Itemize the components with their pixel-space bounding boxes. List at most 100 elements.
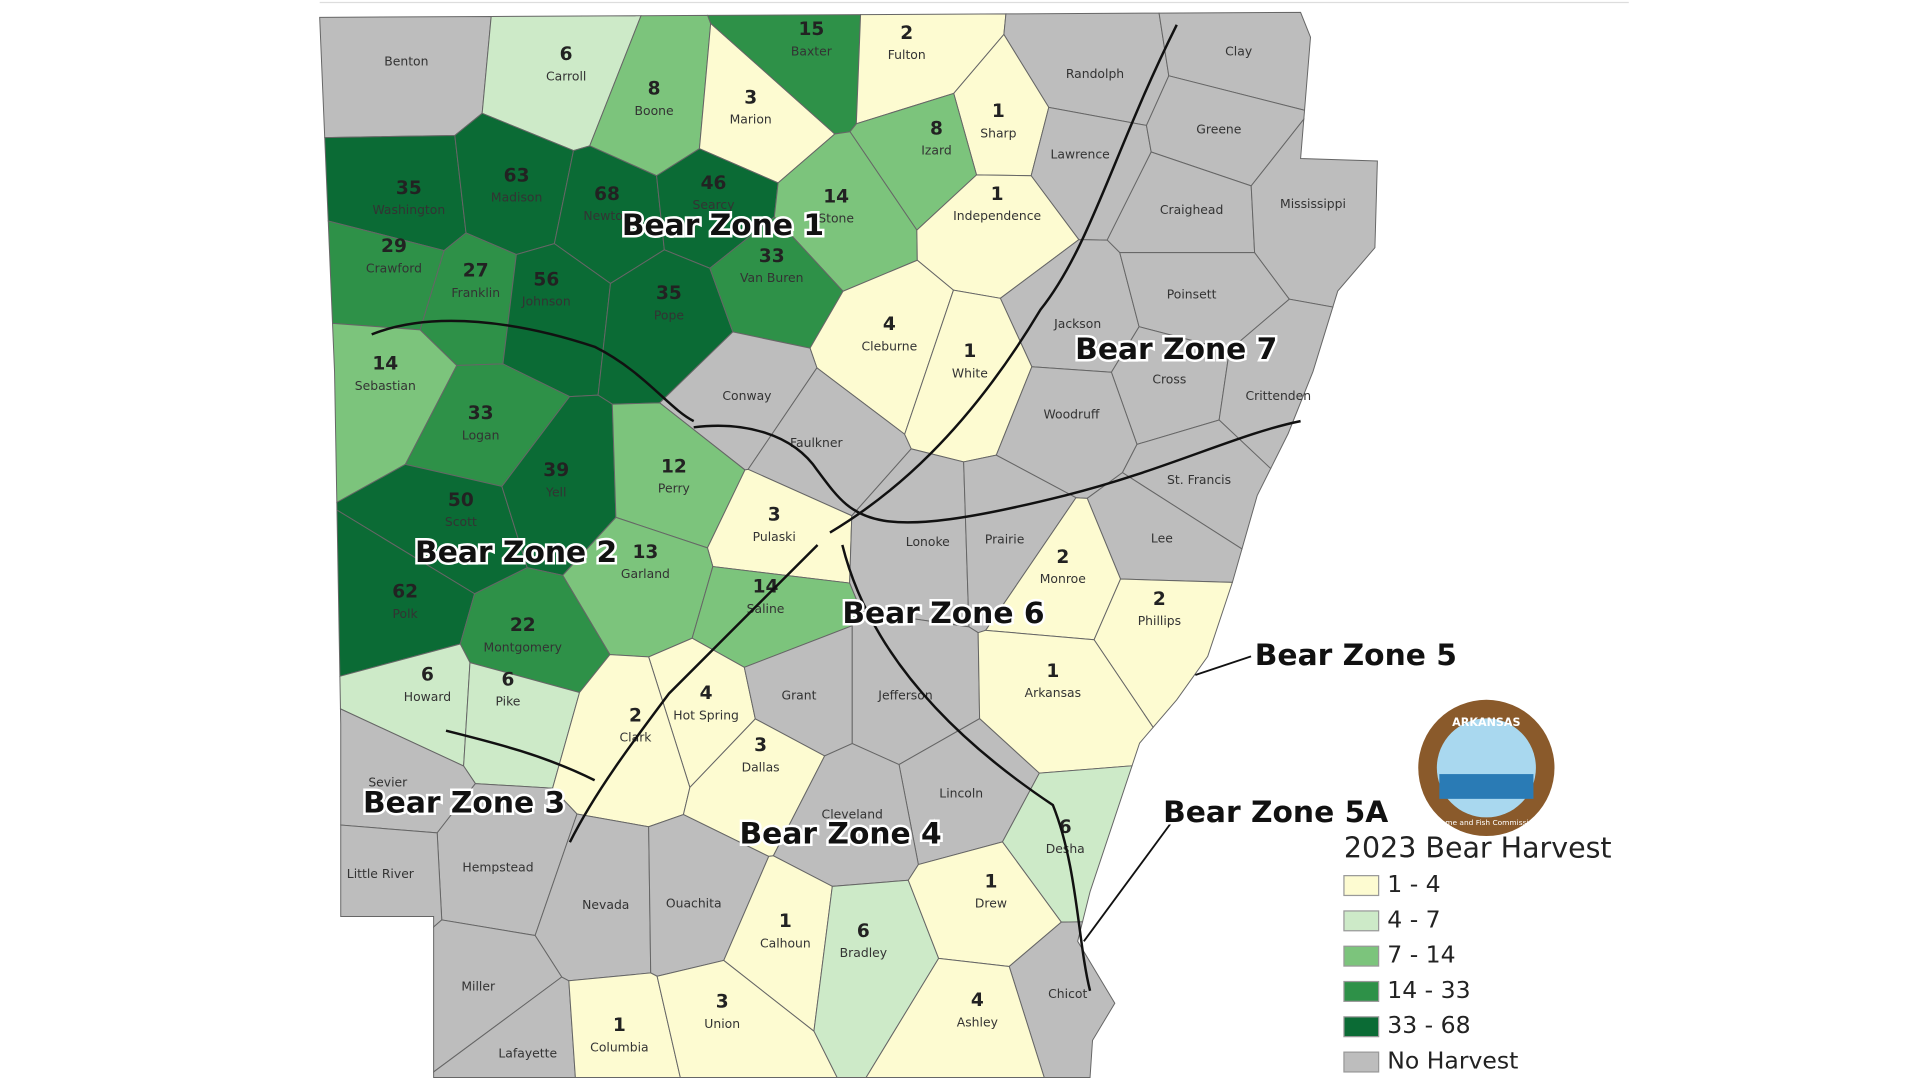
- county-harvest: 35: [396, 178, 422, 199]
- county-name: Arkansas: [1025, 686, 1081, 700]
- county-name: Conway: [722, 389, 771, 403]
- county-harvest: 22: [510, 615, 536, 636]
- counties: Benton Carroll 6 Boone 8 Marion 3 Baxter 15 Fulto…: [319, 11, 1378, 1079]
- county-harvest: 3: [768, 505, 781, 526]
- county-name: Madison: [491, 191, 542, 205]
- logo-bottom: Game and Fish Commission: [1435, 818, 1538, 827]
- county-name: Lonoke: [906, 535, 950, 549]
- county-name: Lafayette: [498, 1046, 557, 1060]
- county-name: Newton: [583, 209, 630, 223]
- county-harvest: 8: [930, 118, 943, 139]
- county-name: Cleburne: [862, 339, 918, 353]
- county-name: Logan: [462, 428, 500, 442]
- county-harvest: 3: [754, 735, 767, 756]
- logo-center: [1436, 718, 1536, 818]
- county-name: Pope: [654, 308, 684, 322]
- county-name: Chicot: [1048, 987, 1087, 1001]
- county-name: Monroe: [1040, 572, 1086, 586]
- legend-swatch: [1343, 910, 1380, 932]
- legend-label: 7 - 14: [1387, 941, 1455, 969]
- county-name: Pike: [495, 695, 520, 709]
- county-name: Garland: [621, 567, 670, 581]
- legend-label: 14 - 33: [1387, 976, 1470, 1004]
- county-name: Columbia: [590, 1040, 648, 1054]
- zone-label: Bear Zone 2: [415, 535, 617, 570]
- county-harvest: 39: [543, 460, 569, 481]
- county-harvest: 14: [372, 354, 398, 375]
- zone-label: Bear Zone 1: [622, 208, 824, 243]
- legend-title: 2023 Bear Harvest: [1344, 832, 1612, 865]
- county-name: Izard: [921, 144, 951, 158]
- county-name: Yell: [545, 485, 566, 499]
- county-name: Sebastian: [355, 379, 416, 393]
- county-harvest: 4: [700, 683, 713, 704]
- county-harvest: 1: [779, 911, 792, 932]
- county-harvest: 6: [421, 665, 434, 686]
- legend-swatch: [1343, 875, 1380, 897]
- county-harvest: 6: [501, 669, 514, 690]
- county-harvest: 2: [1153, 589, 1166, 610]
- logo-top: ARKANSAS: [1452, 716, 1520, 729]
- logo: ARKANSAS Game and Fish Commission: [1418, 699, 1555, 837]
- county-harvest: 12: [661, 456, 687, 477]
- county-name: Sharp: [980, 126, 1016, 140]
- county-name: Ashley: [957, 1016, 998, 1030]
- county-name: Crawford: [366, 261, 422, 275]
- county-harvest: 68: [594, 184, 620, 205]
- county-name: Jackson: [1053, 317, 1101, 331]
- county-name: Hempstead: [462, 861, 533, 875]
- county-harvest: 62: [392, 582, 418, 603]
- county-name: Fulton: [888, 48, 926, 62]
- county-name: Scott: [445, 515, 477, 529]
- county-harvest: 50: [448, 490, 474, 511]
- zone-label: Bear Zone 6: [842, 596, 1044, 631]
- county-harvest: 46: [701, 173, 727, 194]
- leader-line: [1083, 823, 1172, 942]
- county-name: Searcy: [693, 198, 735, 212]
- county-name: Nevada: [582, 898, 629, 912]
- county-name: Van Buren: [740, 271, 803, 285]
- county-harvest: 2: [900, 23, 913, 44]
- county: [1250, 117, 1378, 308]
- county-name: Greene: [1196, 123, 1241, 137]
- county-harvest: 14: [823, 186, 849, 207]
- county-name: Jefferson: [877, 689, 932, 703]
- legend: 1 - 4 4 - 7 7 - 14 14 - 33 33 - 68 No Harvest: [1343, 870, 1518, 1075]
- county-name: Lee: [1151, 531, 1173, 545]
- county-name: Howard: [404, 690, 451, 704]
- county-name: Boone: [635, 104, 674, 118]
- county-harvest: 56: [533, 269, 559, 290]
- county-name: Ouachita: [666, 897, 722, 911]
- county-name: Perry: [658, 482, 690, 496]
- county-harvest: 1: [963, 341, 976, 362]
- county-name: Lincoln: [939, 786, 983, 800]
- leader-line: [1195, 655, 1252, 676]
- county-name: Sevier: [368, 775, 408, 789]
- county-harvest: 29: [381, 236, 407, 257]
- zone-label: Bear Zone 5A: [1163, 795, 1388, 830]
- county-name: White: [952, 367, 988, 381]
- county-name: Phillips: [1138, 614, 1181, 628]
- county-harvest: 15: [798, 19, 824, 40]
- legend-label: 4 - 7: [1387, 905, 1440, 933]
- legend-swatch: [1343, 1051, 1380, 1073]
- county-name: Hot Spring: [673, 708, 739, 722]
- county-name: Clay: [1225, 45, 1252, 59]
- county: [656, 959, 838, 1079]
- county-name: Faulkner: [790, 436, 843, 450]
- county-harvest: 1: [613, 1015, 626, 1036]
- county-harvest: 13: [632, 542, 658, 563]
- county-harvest: 4: [883, 314, 896, 335]
- county-name: Lawrence: [1050, 147, 1109, 161]
- county-name: Poinsett: [1167, 287, 1217, 301]
- county-name: Cleveland: [822, 807, 883, 821]
- county-name: Franklin: [451, 286, 500, 300]
- county-harvest: 63: [504, 165, 530, 186]
- county-harvest: 27: [463, 261, 489, 282]
- county-name: Woodruff: [1043, 407, 1099, 421]
- county: [319, 15, 492, 139]
- county-name: Marion: [730, 113, 772, 127]
- county-name: Polk: [393, 607, 419, 621]
- county-name: Miller: [461, 980, 496, 994]
- county-name: Johnson: [521, 295, 571, 309]
